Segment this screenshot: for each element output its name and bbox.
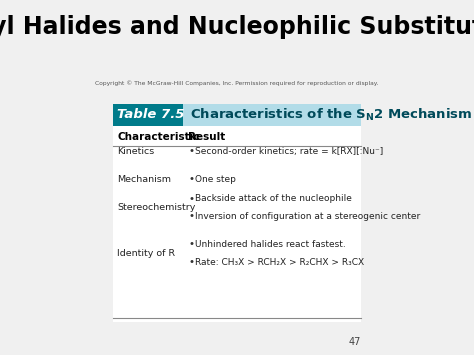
Text: 47: 47 (348, 337, 361, 346)
Text: Stereochemistry: Stereochemistry (117, 203, 196, 212)
Text: •: • (188, 193, 194, 204)
FancyBboxPatch shape (183, 104, 361, 126)
Text: •: • (188, 257, 194, 267)
Text: Second-order kinetics; rate = k[RX][:Nu⁻]: Second-order kinetics; rate = k[RX][:Nu⁻… (195, 147, 383, 155)
Text: •: • (188, 174, 194, 184)
Text: Identity of R: Identity of R (117, 249, 175, 258)
Text: •: • (188, 211, 194, 221)
Text: Characteristics of the $\mathregular{S_N}$2 Mechanism: Characteristics of the $\mathregular{S_N… (190, 107, 472, 123)
Text: Table 7.5: Table 7.5 (117, 109, 185, 121)
Text: Kinetics: Kinetics (117, 147, 155, 155)
FancyBboxPatch shape (113, 126, 361, 322)
Text: •: • (188, 146, 194, 156)
Text: Characteristic: Characteristic (117, 132, 200, 142)
Text: Result: Result (188, 132, 226, 142)
Text: One step: One step (195, 175, 236, 184)
Text: Unhindered halides react fastest.: Unhindered halides react fastest. (195, 240, 346, 249)
Text: Copyright © The McGraw-Hill Companies, Inc. Permission required for reproduction: Copyright © The McGraw-Hill Companies, I… (95, 81, 379, 86)
Text: Rate: CH₃X > RCH₂X > R₂CHX > R₃CX: Rate: CH₃X > RCH₂X > R₂CHX > R₃CX (195, 257, 364, 267)
Text: Backside attack of the nucleophile: Backside attack of the nucleophile (195, 194, 352, 203)
Text: Inversion of configuration at a stereogenic center: Inversion of configuration at a stereoge… (195, 212, 420, 221)
Text: •: • (188, 239, 194, 250)
FancyBboxPatch shape (113, 104, 183, 126)
Text: Alkyl Halides and Nucleophilic Substitution: Alkyl Halides and Nucleophilic Substitut… (0, 16, 474, 39)
Text: Mechanism: Mechanism (117, 175, 171, 184)
